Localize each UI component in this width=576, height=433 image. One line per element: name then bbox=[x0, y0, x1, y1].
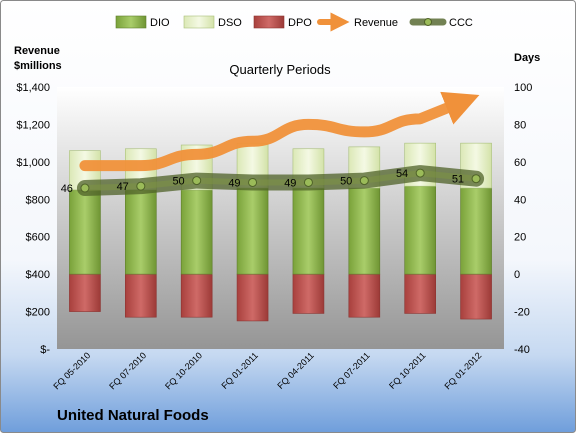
legend-label: DSO bbox=[218, 17, 242, 29]
legend-label: Revenue bbox=[354, 17, 398, 29]
ccc-data-label: 51 bbox=[452, 174, 464, 186]
revenue-line bbox=[79, 91, 480, 172]
legend-swatch-dpo bbox=[253, 15, 285, 29]
ccc-point bbox=[136, 181, 146, 191]
left-tick-label: $- bbox=[40, 344, 50, 356]
left-axis-label-line1: Revenue bbox=[14, 45, 60, 57]
legend-swatch-dso bbox=[183, 15, 215, 29]
right-tick-label: 80 bbox=[514, 119, 526, 131]
right-axis-label: Days bbox=[514, 52, 540, 64]
left-tick-label: $1,000 bbox=[16, 157, 50, 169]
ccc-layer: 46 47 50 49 49 50 54 51 bbox=[61, 165, 485, 197]
left-tick-label: $800 bbox=[26, 194, 50, 206]
ccc-data-label: 47 bbox=[117, 181, 129, 193]
dio-bar bbox=[180, 189, 213, 275]
ccc-point bbox=[359, 176, 369, 186]
dio-bar bbox=[125, 189, 157, 275]
right-tick-label: 20 bbox=[514, 232, 526, 244]
left-tick-label: $1,200 bbox=[16, 119, 50, 131]
left-tick-label: $1,400 bbox=[16, 82, 50, 94]
chart-title: Quarterly Periods bbox=[229, 62, 331, 77]
left-tick-label: $400 bbox=[26, 269, 50, 281]
legend-ccc-point bbox=[424, 18, 432, 26]
right-tick-label: 100 bbox=[514, 82, 532, 94]
dio-bar bbox=[236, 187, 269, 275]
dpo-bar bbox=[180, 273, 213, 318]
right-axis-ticks: -40 -20 0 20 40 60 80 100 bbox=[514, 82, 532, 356]
dpo-bar bbox=[404, 273, 436, 314]
left-axis-ticks: $- $200 $400 $600 $800 $1,000 $1,200 $1,400 bbox=[16, 82, 50, 356]
ccc-data-label: 54 bbox=[396, 168, 408, 180]
right-tick-label: 40 bbox=[514, 194, 526, 206]
ccc-data-label: 49 bbox=[228, 177, 240, 189]
ccc-point bbox=[415, 168, 425, 178]
dpo-bar bbox=[125, 273, 157, 318]
right-tick-label: -40 bbox=[514, 344, 530, 356]
ccc-data-label: 50 bbox=[340, 176, 352, 188]
dio-bar bbox=[292, 187, 325, 275]
legend-swatch-dio bbox=[115, 15, 147, 29]
left-axis-label-line2: $millions bbox=[14, 60, 62, 72]
ccc-line-highlight bbox=[81, 170, 480, 192]
ccc-point bbox=[471, 174, 481, 184]
legend-label: CCC bbox=[449, 17, 473, 29]
ccc-data-label: 46 bbox=[61, 183, 73, 195]
right-tick-label: 60 bbox=[514, 157, 526, 169]
ccc-point bbox=[303, 177, 313, 187]
company-name: United Natural Foods bbox=[57, 407, 209, 424]
legend-label: DPO bbox=[288, 17, 312, 29]
legend: DIO DSO DPO Revenue CCC bbox=[115, 12, 473, 32]
dpo-bar bbox=[292, 273, 325, 314]
ccc-point bbox=[192, 176, 202, 186]
left-tick-label: $600 bbox=[26, 232, 50, 244]
dpo-bar bbox=[460, 273, 492, 320]
plot-area bbox=[57, 87, 504, 349]
dio-bar bbox=[348, 187, 381, 275]
right-tick-label: -20 bbox=[514, 307, 530, 319]
ccc-data-label: 50 bbox=[172, 176, 184, 188]
revenue-layer bbox=[79, 91, 480, 172]
legend-label: DIO bbox=[150, 17, 170, 29]
dio-bar bbox=[69, 189, 101, 275]
dio-bar bbox=[404, 185, 436, 275]
ccc-point bbox=[248, 177, 258, 187]
dpo-bar bbox=[236, 273, 269, 322]
ccc-point bbox=[80, 183, 90, 193]
ccc-data-label: 49 bbox=[284, 177, 296, 189]
dio-bar bbox=[460, 187, 492, 275]
left-tick-label: $200 bbox=[26, 307, 50, 319]
right-tick-label: 0 bbox=[514, 269, 520, 281]
dpo-bar bbox=[69, 273, 101, 312]
dpo-bar bbox=[348, 273, 381, 318]
